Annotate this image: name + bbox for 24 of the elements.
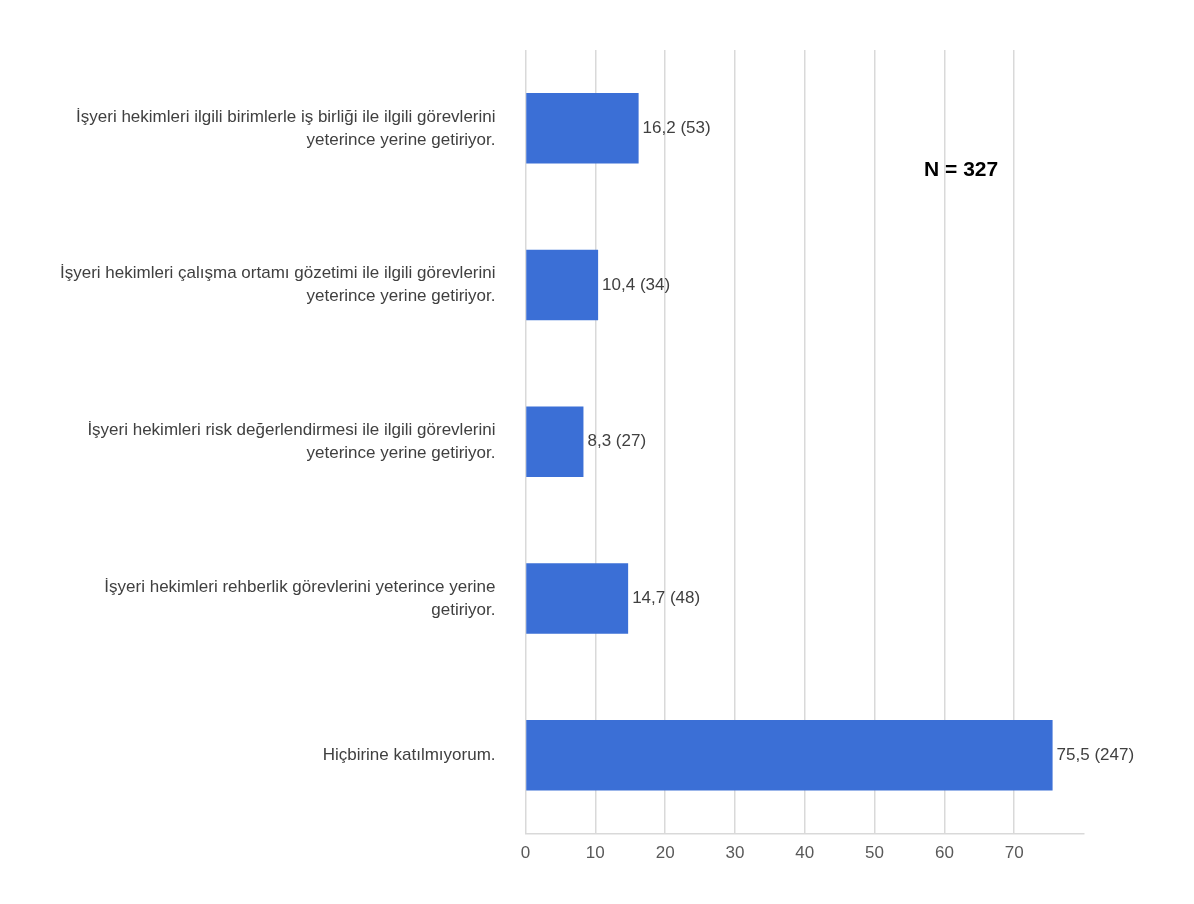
x-tick-label: 70 [1004, 843, 1024, 863]
y-tick-label: İşyeri hekimleri rehberlik görevlerini yeterince yerine getiriyor. [104, 576, 496, 619]
x-tick-label: 10 [585, 843, 605, 863]
data-label: 16,2 (53) [642, 118, 711, 138]
bar [526, 249, 599, 321]
x-tick-label: 50 [865, 843, 885, 863]
y-tick-label: İşyeri hekimleri ilgili birimlerle iş birliği ile ilgili görevlerini yeterince yerine getiriyor. [76, 106, 496, 149]
x-tick-label: 20 [655, 843, 675, 863]
data-label: 10,4 (34) [602, 274, 671, 294]
bar [526, 93, 639, 164]
data-label: 14,7 (48) [632, 588, 701, 608]
y-tick-label: İşyeri hekimleri çalışma ortamı gözetimi ile ilgili görevlerini yeterince yerine getiriyor. [59, 263, 496, 306]
y-tick-label: Hiçbirine katılmıyorum. [322, 744, 496, 764]
x-tick-label: 0 [520, 843, 531, 863]
data-label: 75,5 (247) [1056, 744, 1135, 764]
bar [526, 563, 629, 634]
x-tick-label: 60 [934, 843, 954, 863]
bar [526, 406, 584, 478]
y-tick-label: İşyeri hekimleri risk değerlendirmesi ile ilgili görevlerini yeterince yerine getiriyor. [87, 420, 496, 462]
data-label: 8,3 (27) [587, 431, 647, 451]
x-tick-label: 40 [795, 843, 815, 863]
annotation: N = 327 [924, 156, 999, 180]
x-tick-label: 30 [725, 843, 745, 863]
bar [526, 719, 1053, 791]
